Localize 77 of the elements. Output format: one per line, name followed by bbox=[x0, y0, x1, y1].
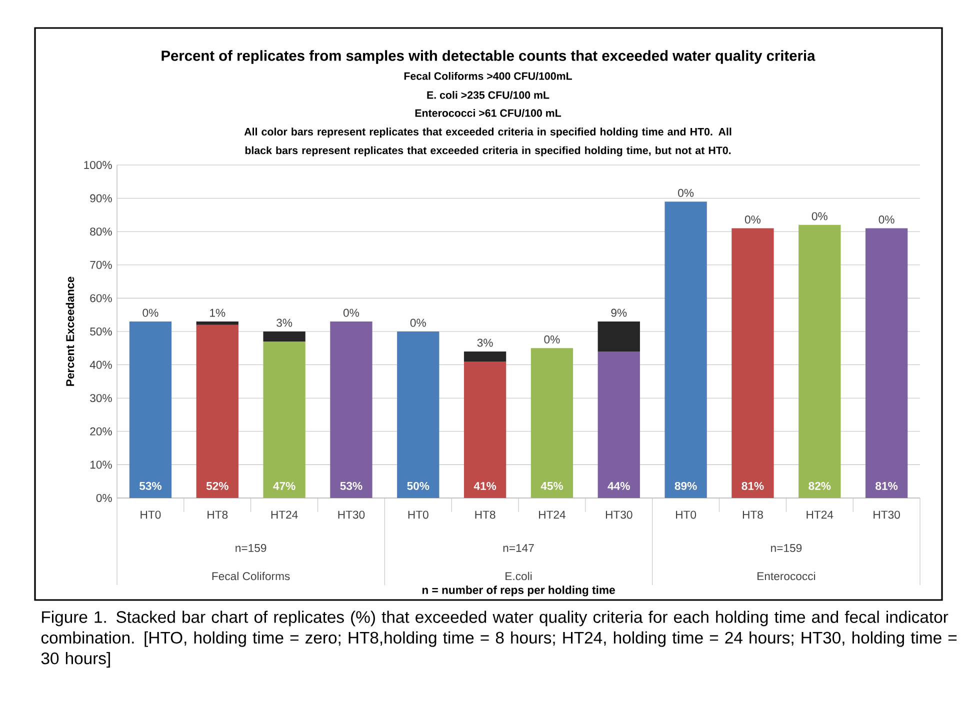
y-tick-label: 70% bbox=[90, 260, 112, 269]
bar bbox=[263, 331, 306, 342]
bar bbox=[129, 322, 172, 498]
data-label: 44% bbox=[608, 482, 630, 490]
y-tick-label: 30% bbox=[90, 394, 112, 402]
data-label: 0% bbox=[410, 318, 426, 327]
text: Enterococci >61 CFU/100 mL bbox=[415, 109, 562, 117]
data-label: 89% bbox=[674, 482, 697, 490]
bar bbox=[598, 322, 640, 352]
caption: Figure 1. Stacked bar chart of replicates (%) that exceeded water quality criteria for each holding time and fecal indicator combination. [HTO, holding time = zero; HT8,holding time = 8 hours; HT24, holding time = 24 hours; HT30, holding time = 30 hours] bbox=[41, 610, 957, 668]
bar bbox=[464, 361, 506, 498]
text: All color bars represent replicates that exceeded criteria in specified holding time and HT0. All black bars represent replicates that exceeded criteria in specified holding time, but not at HT0. bbox=[244, 128, 732, 156]
data-label: 0% bbox=[343, 308, 360, 317]
text: Enterococci bbox=[758, 572, 816, 580]
bar bbox=[196, 322, 238, 325]
data-label: 9% bbox=[611, 308, 627, 317]
data-label: 81% bbox=[742, 482, 764, 490]
data-label: 82% bbox=[808, 482, 831, 490]
y-tick-label: 0% bbox=[96, 494, 112, 502]
x-tick-label: HT30 bbox=[874, 510, 900, 519]
bar bbox=[798, 224, 841, 498]
bar bbox=[263, 341, 306, 498]
bar bbox=[732, 228, 774, 498]
y-tick-label: 90% bbox=[90, 194, 112, 202]
x-tick-label: HT8 bbox=[742, 510, 763, 519]
data-label: 47% bbox=[273, 482, 296, 490]
x-tick-label: HT8 bbox=[475, 510, 496, 519]
data-label: 3% bbox=[477, 338, 493, 347]
y-axis-title: Percent Exceedance bbox=[66, 276, 74, 386]
data-label: 0% bbox=[678, 188, 694, 197]
chart-title: Percent of replicates from samples with detectable counts that exceeded water quality criteria bbox=[162, 50, 816, 64]
x-tick-label: HT30 bbox=[606, 510, 632, 519]
text: Fecal Coliforms bbox=[212, 572, 290, 580]
x-tick-label: HT24 bbox=[271, 510, 298, 519]
y-tick-label: 20% bbox=[90, 427, 112, 436]
bar bbox=[464, 351, 506, 362]
data-label: 50% bbox=[407, 482, 430, 490]
data-label: 81% bbox=[876, 482, 898, 490]
bar bbox=[330, 322, 372, 498]
x-tick-label: HT24 bbox=[806, 510, 834, 519]
bar bbox=[598, 351, 640, 498]
x-tick-label: HT0 bbox=[676, 510, 696, 519]
bar bbox=[397, 331, 440, 498]
data-label: 53% bbox=[139, 482, 162, 490]
data-label: 0% bbox=[142, 308, 158, 317]
bar bbox=[664, 202, 707, 498]
bar bbox=[196, 324, 238, 498]
text: n=159 bbox=[236, 544, 266, 552]
text: n=159 bbox=[771, 544, 802, 552]
y-tick-label: 80% bbox=[90, 228, 112, 236]
data-label: 53% bbox=[340, 482, 362, 490]
data-label: 1% bbox=[210, 308, 226, 317]
text: n = number of reps per holding time bbox=[422, 586, 615, 596]
data-label: 52% bbox=[206, 482, 228, 490]
x-tick-label: HT24 bbox=[539, 510, 566, 519]
data-label: 41% bbox=[474, 482, 496, 490]
x-tick-label: HT0 bbox=[408, 510, 428, 519]
y-tick-label: 40% bbox=[90, 360, 112, 369]
data-label: 0% bbox=[878, 216, 894, 224]
data-label: 0% bbox=[544, 335, 560, 344]
data-label: 45% bbox=[540, 482, 564, 490]
y-tick-label: 50% bbox=[90, 327, 112, 336]
text: n=147 bbox=[503, 544, 534, 552]
x-tick-label: HT0 bbox=[140, 510, 161, 519]
y-tick-label: 100% bbox=[84, 160, 112, 169]
x-tick-label: HT8 bbox=[208, 510, 228, 519]
y-tick-label: 10% bbox=[90, 460, 112, 469]
data-label: 3% bbox=[276, 318, 292, 327]
data-label: 0% bbox=[744, 216, 761, 224]
y-tick-label: 60% bbox=[90, 294, 112, 302]
data-label: 0% bbox=[812, 212, 828, 220]
text: E. coli >235 CFU/100 mL bbox=[427, 91, 550, 99]
x-tick-label: HT30 bbox=[338, 510, 365, 519]
bar bbox=[530, 348, 574, 498]
text: Fecal Coliforms >400 CFU/100mL bbox=[404, 72, 572, 80]
text: E.coli bbox=[506, 572, 532, 580]
bar bbox=[865, 228, 908, 498]
